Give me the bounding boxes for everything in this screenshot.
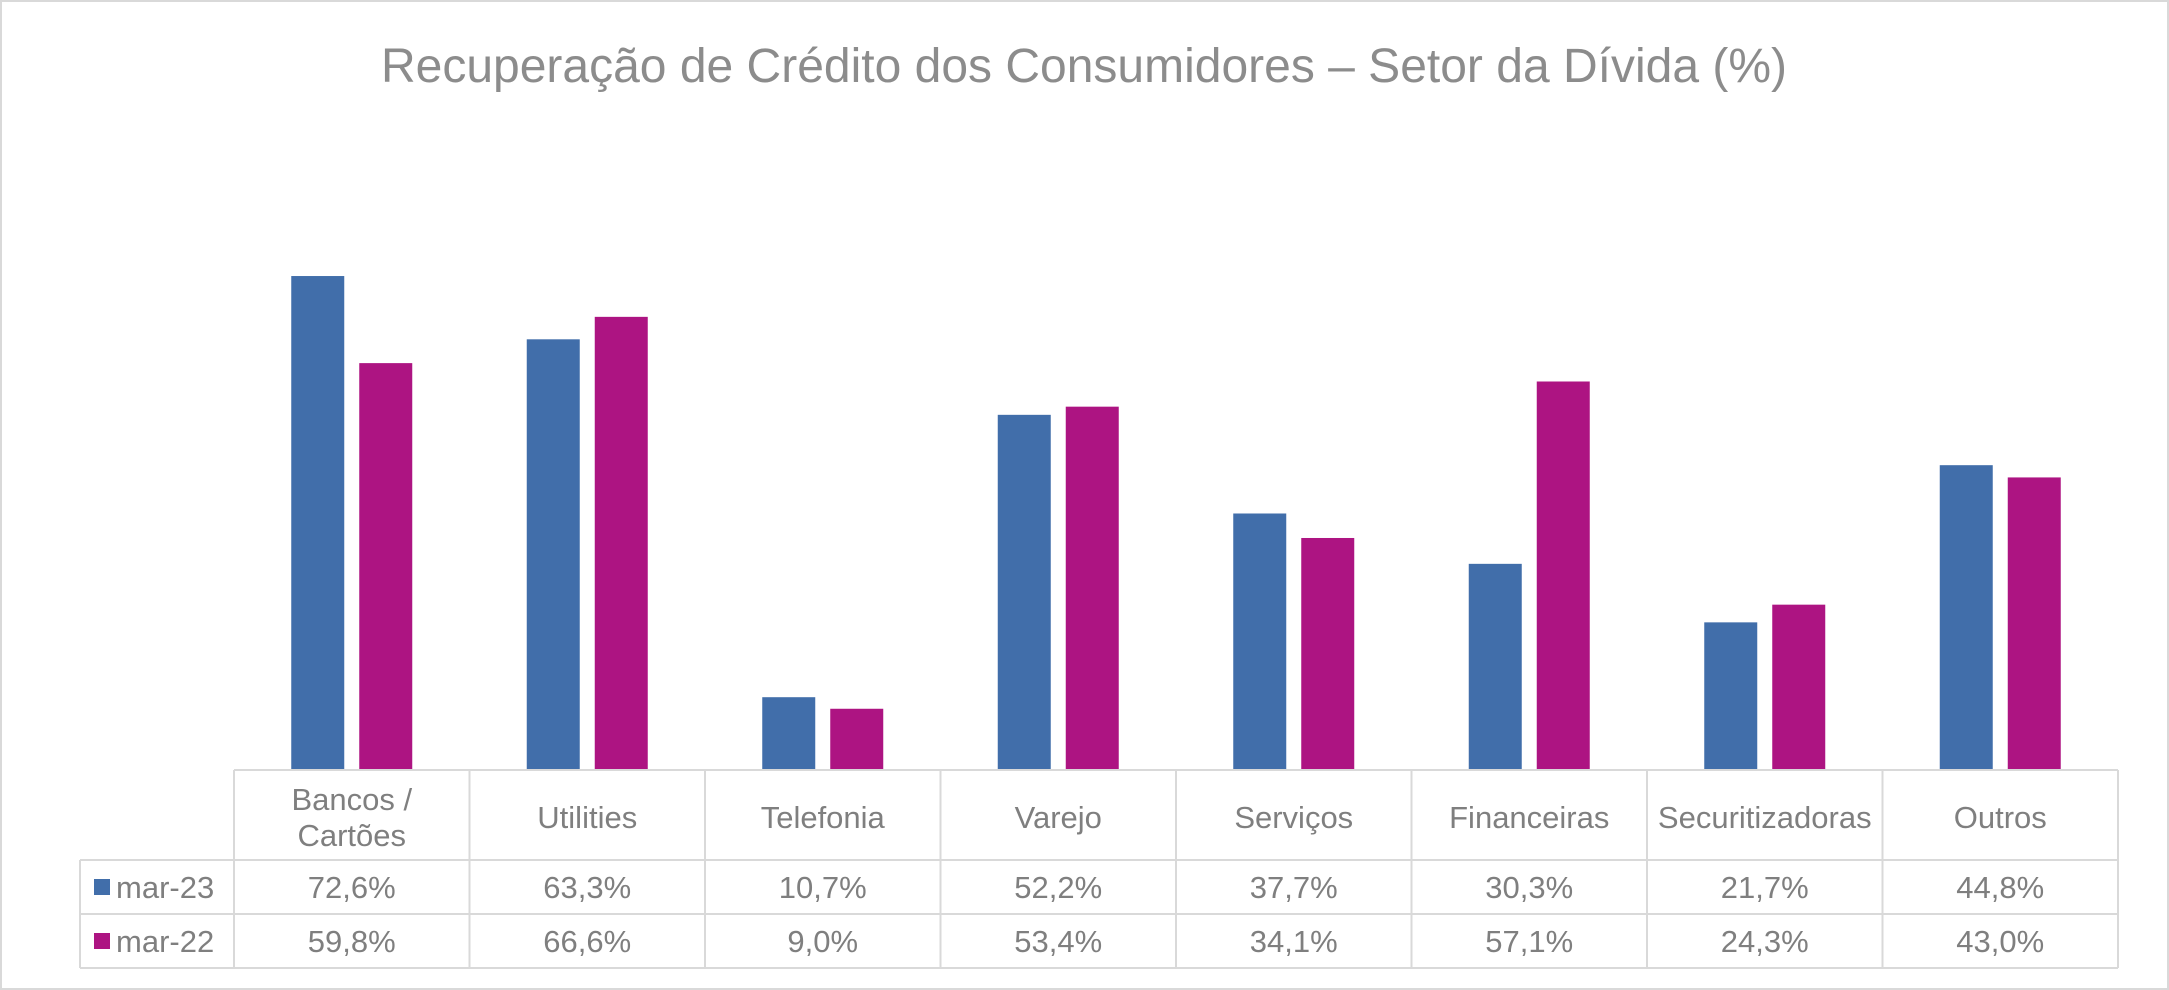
value-label-mar-22-3: 53,4% (1014, 924, 1102, 959)
value-label-mar-23-2: 10,7% (779, 870, 867, 905)
bar-mar-23-4 (1233, 513, 1287, 770)
value-label-mar-22-6: 24,3% (1721, 924, 1809, 959)
value-label-mar-23-6: 21,7% (1721, 870, 1809, 905)
category-label-2: Telefonia (761, 800, 886, 835)
bar-mar-23-1 (526, 339, 580, 770)
bar-mar-22-6 (1772, 604, 1826, 770)
bar-mar-22-4 (1301, 537, 1355, 770)
value-label-mar-22-5: 57,1% (1485, 924, 1573, 959)
category-label-1: Utilities (537, 800, 637, 835)
legend-key-mar-23 (94, 879, 110, 895)
legend-key-mar-22 (94, 933, 110, 949)
value-label-mar-23-0: 72,6% (308, 870, 396, 905)
value-label-mar-23-3: 52,2% (1014, 870, 1102, 905)
category-label-3: Varejo (1015, 800, 1102, 835)
value-label-mar-23-1: 63,3% (543, 870, 631, 905)
bar-mar-22-0 (359, 363, 413, 770)
value-label-mar-22-4: 34,1% (1250, 924, 1338, 959)
bar-mar-22-3 (1065, 406, 1119, 770)
legend-label-mar-22: mar-22 (116, 924, 214, 959)
bar-mar-23-2 (762, 697, 816, 770)
bar-mar-22-5 (1536, 381, 1590, 770)
category-label-0: Bancos / Cartões (291, 782, 412, 853)
value-label-mar-22-7: 43,0% (1956, 924, 2044, 959)
bar-mar-23-7 (1939, 465, 1993, 770)
chart-title: Recuperação de Crédito dos Consumidores … (381, 40, 1787, 93)
value-label-mar-22-2: 9,0% (787, 924, 858, 959)
bar-mar-23-3 (997, 414, 1051, 770)
category-label-7: Outros (1954, 800, 2047, 835)
bar-mar-22-2 (830, 708, 884, 770)
value-label-mar-23-7: 44,8% (1956, 870, 2044, 905)
bars-layer (291, 276, 2061, 770)
value-label-mar-22-1: 66,6% (543, 924, 631, 959)
bar-mar-23-5 (1468, 563, 1522, 770)
bar-mar-23-6 (1704, 622, 1758, 770)
data-table: Bancos / Cartões Utilities Telefonia Varejo S… (79, 769, 2119, 969)
category-label-5: Financeiras (1449, 800, 1609, 835)
bar-mar-23-0 (291, 276, 345, 770)
value-label-mar-23-5: 30,3% (1485, 870, 1573, 905)
value-label-mar-23-4: 37,7% (1250, 870, 1338, 905)
value-label-mar-22-0: 59,8% (308, 924, 396, 959)
bar-mar-22-7 (2007, 477, 2061, 770)
category-label-6: Securitizadoras (1658, 800, 1872, 835)
category-label-4: Serviços (1234, 800, 1353, 835)
bar-mar-22-1 (594, 316, 648, 770)
legend-label-mar-23: mar-23 (116, 870, 214, 905)
